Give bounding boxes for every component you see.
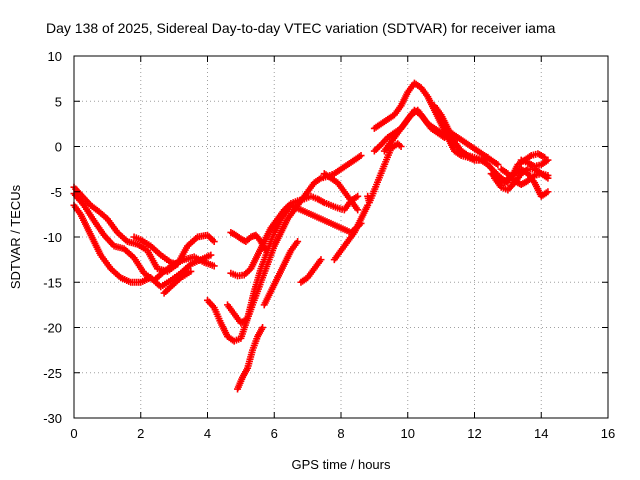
data-point [187,267,195,275]
data-point [210,238,218,246]
series-track-v [504,165,552,200]
y-tick-label: -25 [43,366,62,381]
series-track-x [364,140,405,207]
x-tick-label: 0 [70,426,77,441]
y-tick-label: -20 [43,321,62,336]
axis-ticks: 0 2 4 6 8 10 12 14 16 -30 -25 -20 -15 -10 -5 0 5 10 [43,49,615,441]
chart-title: Day 138 of 2025, Sidereal Day-to-day VTE… [46,20,556,36]
data-point [210,262,218,270]
y-tick-label: -30 [43,411,62,426]
x-tick-label: 2 [137,426,144,441]
data-point [544,156,552,164]
data-point [207,251,215,259]
y-axis-label: SDTVAR / TECUs [8,184,23,289]
data-point [397,143,405,150]
data-point [354,192,362,200]
series-track-b [70,183,218,275]
y-tick-label: -15 [43,275,62,290]
series-track-m [330,201,372,264]
series-track-i [234,324,267,393]
data-point [544,188,552,196]
data-point [317,256,325,264]
series-track-w [517,156,552,170]
data-point [494,161,502,169]
y-tick-label: 5 [55,94,62,109]
y-tick-label: 0 [55,140,62,155]
data-point [262,247,270,255]
series-track-c [70,201,215,291]
series-track-n [320,170,362,214]
series-track-d [130,233,181,268]
x-tick-label: 8 [337,426,344,441]
data-point [354,206,362,214]
data-point [544,171,552,179]
series-track-e [160,267,195,297]
y-tick-label: 10 [48,49,62,64]
data-point [173,260,181,268]
x-tick-label: 10 [401,426,415,441]
x-tick-label: 14 [534,426,548,441]
data-point [259,324,267,331]
y-tick-label: -10 [43,230,62,245]
data-point [294,238,302,246]
series-track-l [297,256,325,286]
x-tick-label: 6 [271,426,278,441]
series-track-j [227,228,270,255]
x-tick-label: 16 [601,426,615,441]
series-track-k [260,238,302,309]
y-tick-label: -5 [50,185,62,200]
data-point [357,152,365,160]
x-tick-label: 4 [204,426,211,441]
x-axis-label: GPS time / hours [292,457,391,472]
data-points [70,79,552,393]
grid-lines [74,56,608,418]
x-tick-label: 12 [467,426,481,441]
